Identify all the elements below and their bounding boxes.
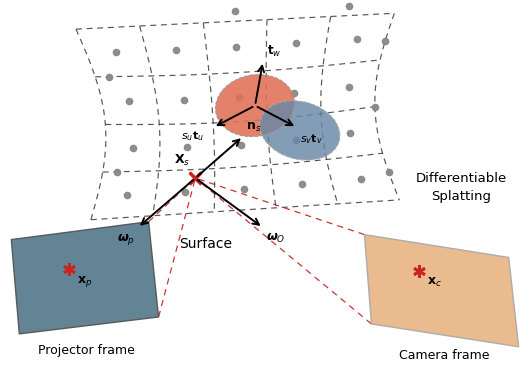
Text: $s_v\mathbf{t}_v$: $s_v\mathbf{t}_v$: [300, 132, 323, 146]
Text: $\mathbf{n}_s$: $\mathbf{n}_s$: [246, 121, 261, 134]
Text: $\boldsymbol{\omega}_O$: $\boldsymbol{\omega}_O$: [266, 231, 286, 245]
Text: $\boldsymbol{\omega}_p$: $\boldsymbol{\omega}_p$: [117, 231, 135, 247]
Text: $s_u\mathbf{t}_u$: $s_u\mathbf{t}_u$: [181, 130, 205, 143]
Text: Projector frame: Projector frame: [38, 344, 135, 357]
Text: $\mathbf{x}_c$: $\mathbf{x}_c$: [427, 276, 442, 289]
Polygon shape: [365, 235, 519, 347]
Text: Surface: Surface: [179, 237, 232, 251]
Text: Camera frame: Camera frame: [399, 348, 489, 362]
Text: Differentiable
Splatting: Differentiable Splatting: [416, 173, 507, 204]
Text: $\mathbf{t}_w$: $\mathbf{t}_w$: [267, 44, 281, 59]
Ellipse shape: [260, 101, 340, 160]
Text: $\mathbf{x}_p$: $\mathbf{x}_p$: [77, 275, 92, 289]
Text: $\mathbf{X}_s$: $\mathbf{X}_s$: [174, 153, 190, 168]
Polygon shape: [11, 222, 158, 334]
Ellipse shape: [216, 75, 295, 137]
